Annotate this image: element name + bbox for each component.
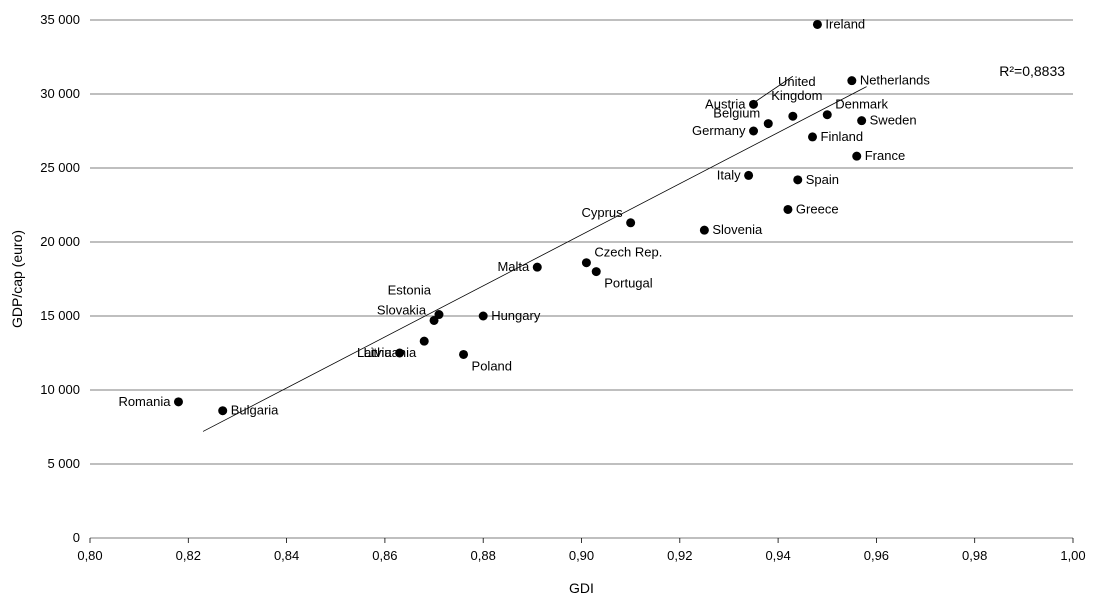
x-tick-label: 0,86 [372,548,397,563]
data-point-label: Spain [806,172,839,187]
data-point-label: Sweden [870,113,917,128]
data-point-label: Slovakia [377,302,427,317]
data-point-label: Poland [472,358,512,373]
data-point-label: Hungary [491,308,541,323]
data-point [533,263,542,272]
data-point-label: Estonia [388,283,432,298]
data-point [793,175,802,184]
data-point-label: Romania [118,394,171,409]
y-tick-label: 10 000 [40,382,80,397]
r-squared-label: R²=0,8833 [999,63,1065,79]
data-point [626,218,635,227]
data-point [434,310,443,319]
y-tick-label: 0 [73,530,80,545]
x-tick-label: 0,84 [274,548,299,563]
y-tick-label: 15 000 [40,308,80,323]
data-point [764,119,773,128]
data-point-label: Malta [497,259,530,274]
x-tick-label: 0,80 [77,548,102,563]
data-point-label: UnitedKingdom [771,74,822,103]
x-tick-label: 0,88 [471,548,496,563]
data-point [823,110,832,119]
x-tick-label: 1,00 [1060,548,1085,563]
data-point [857,116,866,125]
y-tick-label: 25 000 [40,160,80,175]
data-point [592,267,601,276]
y-axis-label: GDP/cap (euro) [9,230,25,328]
x-tick-label: 0,94 [765,548,790,563]
data-point [420,337,429,346]
y-tick-label: 5 000 [47,456,80,471]
data-point [852,152,861,161]
x-tick-label: 0,96 [864,548,889,563]
data-point [749,127,758,136]
data-point-label: Portugal [604,276,653,291]
plot-background [0,0,1103,608]
y-tick-label: 35 000 [40,12,80,27]
data-point-label: France [865,148,905,163]
data-point-label: Slovenia [712,222,763,237]
chart-container: 0 5 000 10 000 15 000 20 000 25 000 30 000 35 0… [0,0,1103,608]
data-point [218,406,227,415]
data-point-label: Czech Rep. [594,245,662,260]
data-point-label: Bulgaria [231,403,279,418]
data-point [847,76,856,85]
data-point-label: Greece [796,201,839,216]
scatter-chart: 0 5 000 10 000 15 000 20 000 25 000 30 000 35 0… [0,0,1103,608]
data-point [749,100,758,109]
data-point-label: Austria [705,96,746,111]
y-tick-label: 30 000 [40,86,80,101]
data-point-label: Germany [692,123,746,138]
data-point [813,20,822,29]
data-point [788,112,797,121]
data-point [582,258,591,267]
x-tick-label: 0,92 [667,548,692,563]
data-point-label: Denmark [835,97,888,112]
data-point [174,397,183,406]
y-tick-label: 20 000 [40,234,80,249]
x-axis-label: GDI [569,580,594,596]
x-tick-label: 0,82 [176,548,201,563]
data-point [479,312,488,321]
data-point-label: Italy [717,167,741,182]
data-point [700,226,709,235]
x-tick-label: 0,90 [569,548,594,563]
data-point-label: Cyprus [581,205,623,220]
data-point-label: Ireland [825,16,865,31]
data-point [459,350,468,359]
data-point [808,132,817,141]
data-point [783,205,792,214]
data-point [744,171,753,180]
data-point-label: Lithuania [363,345,417,360]
data-point-label: Netherlands [860,73,931,88]
data-point-label: Finland [821,129,864,144]
x-tick-label: 0,98 [962,548,987,563]
